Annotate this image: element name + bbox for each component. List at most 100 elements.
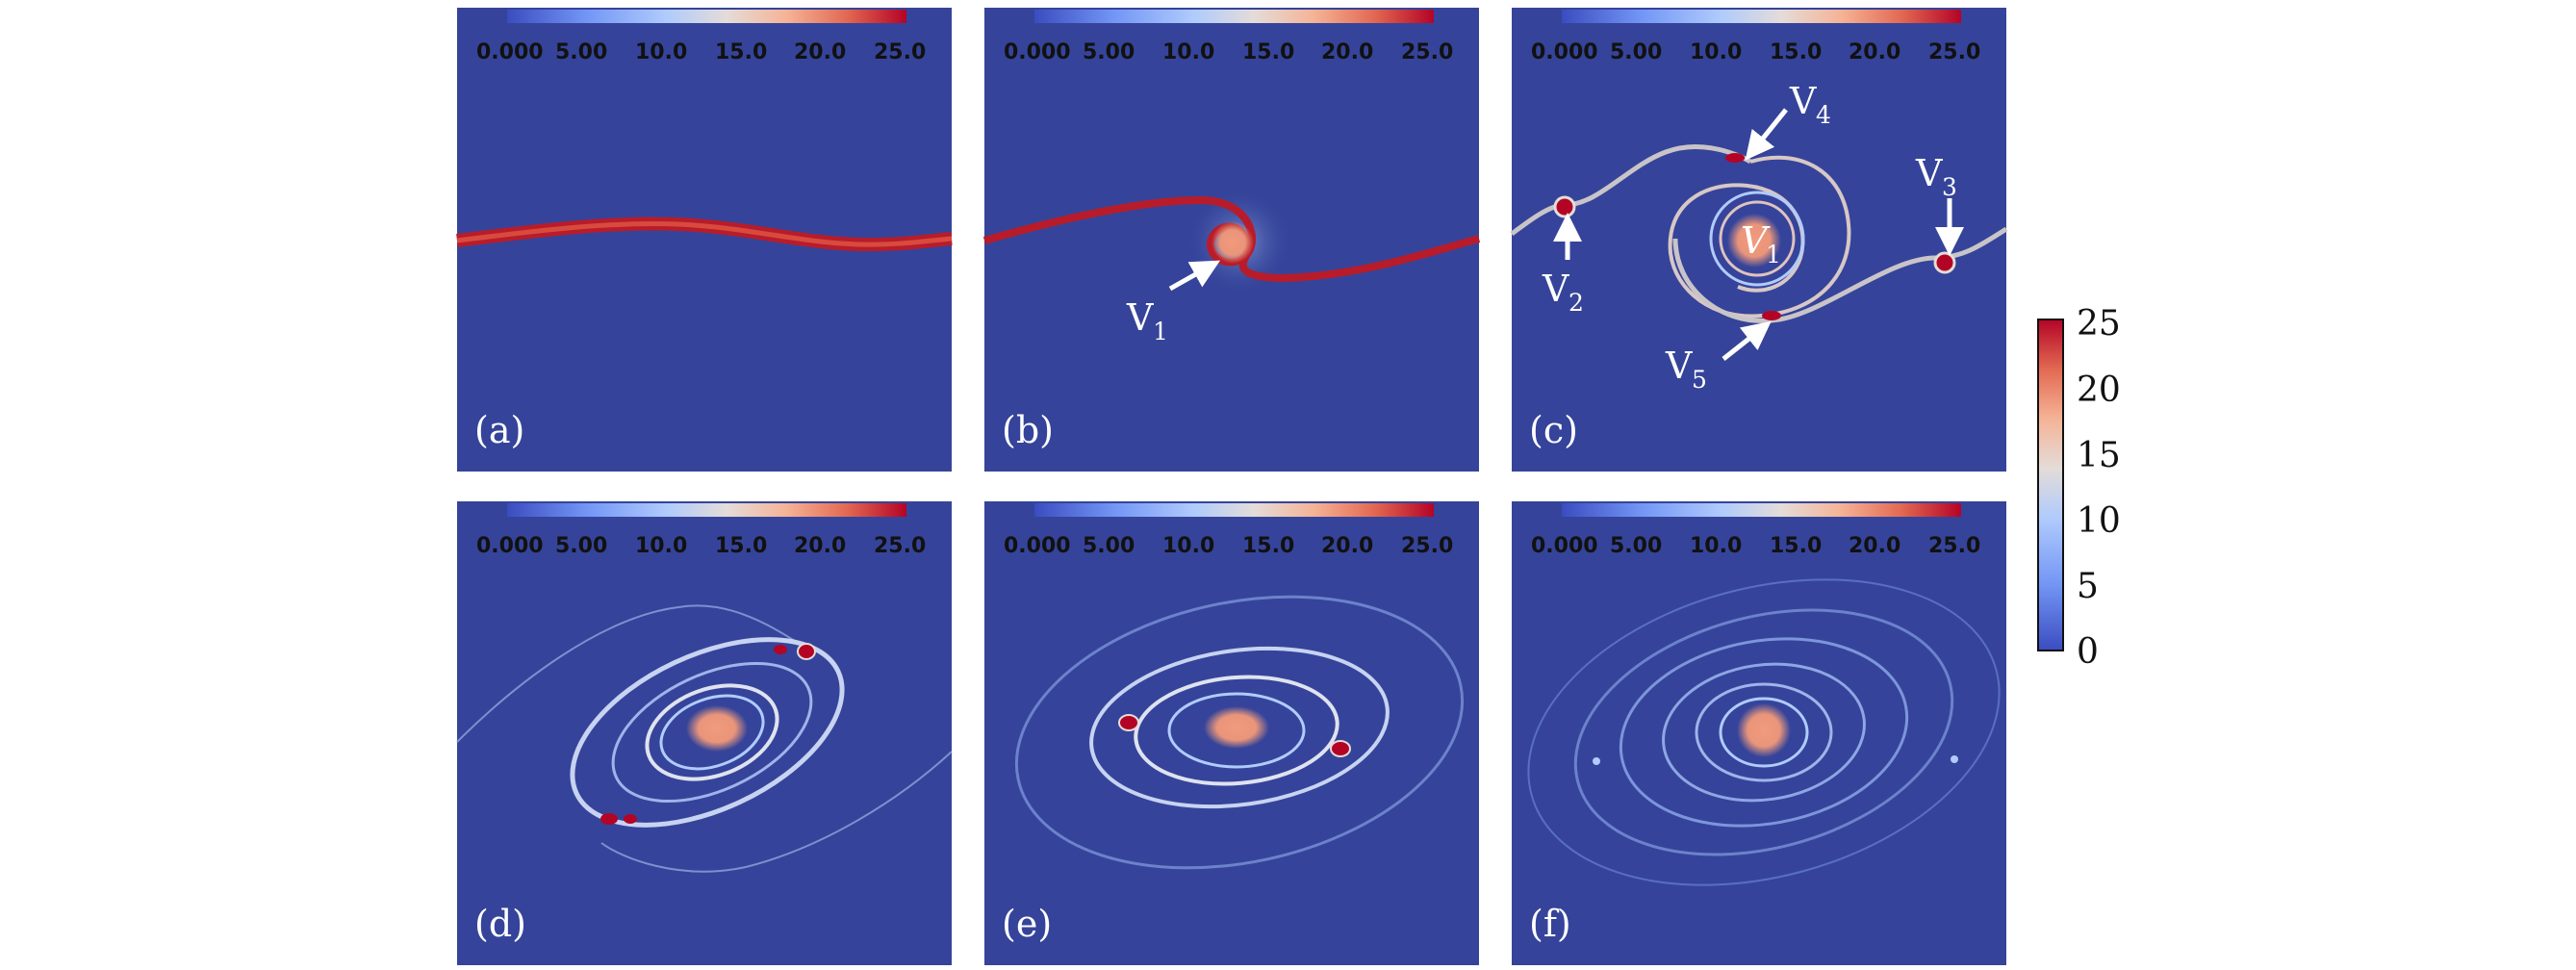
side-colorbar-tick: 5 xyxy=(2077,567,2099,606)
panel-label: (c) xyxy=(1529,409,1578,451)
colorbar-tick: 15.0 xyxy=(1242,40,1294,64)
colorbar-tick: 25.0 xyxy=(1401,40,1453,64)
arrow xyxy=(1745,108,1788,161)
colorbar-gradient xyxy=(507,10,906,23)
colorbar-tick: 20.0 xyxy=(1321,40,1373,64)
filament-ring xyxy=(1089,646,1390,809)
arrow xyxy=(1168,260,1221,292)
colorbar-tick: 5.00 xyxy=(555,40,607,64)
svg-text:4: 4 xyxy=(1816,101,1831,129)
colorbar-tick: 20.0 xyxy=(1321,534,1373,558)
colorbar-tick: 20.0 xyxy=(1849,40,1900,64)
side-colorbar-gradient xyxy=(2037,319,2064,651)
colorbar-tick: 5.00 xyxy=(1083,40,1135,64)
vortex-core xyxy=(1211,221,1254,264)
label-v3: V 3 xyxy=(1915,152,1957,201)
ring xyxy=(1719,200,1796,277)
filament-ring xyxy=(570,637,845,828)
colorbar-tick: 0.000 xyxy=(1531,534,1598,558)
panel-f: 0.000 5.00 10.0 15.0 20.0 25.0 (f) xyxy=(1512,501,2006,965)
arrow xyxy=(1722,320,1772,361)
filament xyxy=(456,604,804,743)
panel-label: (a) xyxy=(474,409,524,451)
panel-d: 0.000 5.00 10.0 15.0 20.0 25.0 (d) xyxy=(456,501,953,965)
filament-ring xyxy=(1619,637,1909,828)
small-vortex xyxy=(624,814,637,824)
colorbar: 0.000 5.00 10.0 15.0 20.0 25.0 xyxy=(476,503,926,558)
small-vortex xyxy=(774,645,787,654)
colorbar-gradient xyxy=(1562,10,1961,23)
vortex-core xyxy=(686,705,748,752)
colorbar-tick: 0.000 xyxy=(1531,40,1598,64)
filament-ring xyxy=(1573,608,1954,856)
svg-text:5: 5 xyxy=(1692,366,1707,394)
small-vortex xyxy=(797,643,816,660)
colorbar-gradient xyxy=(507,503,906,517)
panel-label: (d) xyxy=(474,903,526,945)
colorbar-gradient xyxy=(1034,10,1434,23)
filament-ring xyxy=(645,683,779,781)
side-colorbar-tick: 20 xyxy=(2077,370,2121,410)
panel-a: 0.000 5.00 10.0 15.0 20.0 25.0 (a) xyxy=(456,8,953,472)
small-vortex xyxy=(1330,740,1351,757)
svg-text:3: 3 xyxy=(1942,173,1957,201)
shear-layer-core xyxy=(456,220,953,247)
spiral-arm xyxy=(1672,226,2008,323)
colorbar-tick: 0.000 xyxy=(476,40,544,64)
colorbar-tick: 0.000 xyxy=(1004,534,1071,558)
vortex-core xyxy=(1204,706,1269,749)
vortex-v4 xyxy=(1725,153,1745,163)
colorbar-tick: 5.00 xyxy=(1610,534,1662,558)
colorbar-tick: 15.0 xyxy=(1770,534,1822,558)
filament-ring xyxy=(611,661,813,804)
side-colorbar-tick: 15 xyxy=(2077,436,2121,475)
colorbar-tick: 10.0 xyxy=(1162,534,1214,558)
colorbar-tick: 25.0 xyxy=(874,40,926,64)
colorbar-tick: 20.0 xyxy=(794,40,846,64)
colorbar: 0.000 5.00 10.0 15.0 20.0 25.0 xyxy=(476,10,926,64)
colorbar-tick: 5.00 xyxy=(555,534,607,558)
colorbar-tick: 15.0 xyxy=(715,534,767,558)
panel-e: 0.000 5.00 10.0 15.0 20.0 25.0 (e) xyxy=(984,501,1479,965)
side-colorbar-tick: 25 xyxy=(2077,304,2121,344)
filament-ring xyxy=(1167,692,1306,769)
label-v4: V 4 xyxy=(1789,80,1831,129)
svg-text:V: V xyxy=(1741,219,1771,262)
svg-text:V: V xyxy=(1789,80,1817,122)
filament-ring xyxy=(1527,578,2001,886)
colorbar-tick: 15.0 xyxy=(1770,40,1822,64)
label-v1: V 1 xyxy=(1126,296,1168,345)
small-vortex xyxy=(1951,755,1958,763)
label-v1: V 1 xyxy=(1741,219,1781,268)
filament-ring xyxy=(1014,595,1465,870)
panel-label: (f) xyxy=(1529,903,1571,945)
colorbar-tick: 10.0 xyxy=(1162,40,1214,64)
label-v5: V 5 xyxy=(1665,345,1707,394)
colorbar-tick: 10.0 xyxy=(1690,534,1742,558)
panel-b: V 1 0.000 5.00 10.0 15.0 20.0 25.0 (b) xyxy=(982,8,1481,472)
colorbar-tick: 20.0 xyxy=(794,534,846,558)
colorbar: 0.000 5.00 10.0 15.0 20.0 25.0 xyxy=(1004,10,1453,64)
filament-ring xyxy=(1134,675,1339,786)
svg-text:V: V xyxy=(1542,268,1569,310)
colorbar-tick: 5.00 xyxy=(1083,534,1135,558)
vortex-core xyxy=(1737,703,1791,757)
small-vortex xyxy=(1118,714,1139,731)
colorbar-tick: 10.0 xyxy=(635,534,687,558)
filament-ring xyxy=(1719,697,1809,768)
vortex-v5 xyxy=(1762,311,1781,320)
filament-ring xyxy=(1662,662,1866,803)
colorbar-tick: 0.000 xyxy=(1004,40,1071,64)
rolling-shear-layer xyxy=(982,195,1481,282)
filament-ring xyxy=(659,694,765,771)
panel-label: (b) xyxy=(1002,409,1054,451)
vortex-v2 xyxy=(1553,195,1576,218)
side-colorbar-tick: 0 xyxy=(2077,632,2099,672)
svg-text:1: 1 xyxy=(1766,241,1781,268)
svg-text:V: V xyxy=(1915,152,1943,194)
panel-c: V 1 V 2 V 3 V 4 V 5 0.000 5.00 10.0 15.0… xyxy=(1510,8,2008,472)
spiral-arm xyxy=(1510,144,1752,237)
filament-ring xyxy=(1695,682,1833,782)
colorbar: 0.000 5.00 10.0 15.0 20.0 25.0 xyxy=(1531,10,1980,64)
